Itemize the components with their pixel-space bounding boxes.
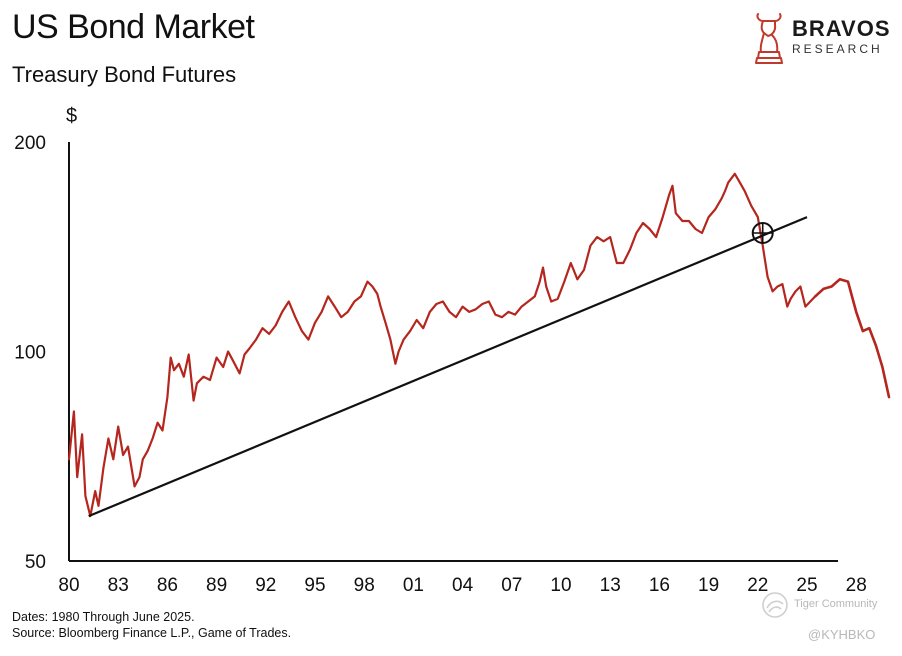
tiger-logo-icon <box>762 592 788 618</box>
projection-series-line <box>813 277 891 399</box>
x-tick-label: 80 <box>58 575 79 596</box>
footer-dates: Dates: 1980 Through June 2025. <box>12 610 195 624</box>
x-tick-label: 86 <box>157 575 178 596</box>
price-series-line <box>67 172 817 518</box>
y-tick-label: 50 <box>25 552 46 573</box>
x-tick-label: 22 <box>747 575 768 596</box>
x-tick-label: 89 <box>206 575 227 596</box>
x-tick-label: 98 <box>354 575 375 596</box>
x-tick-label: 16 <box>649 575 670 596</box>
y-tick-label: 200 <box>14 133 46 154</box>
y-tick-label: 100 <box>14 343 46 364</box>
x-tick-label: 01 <box>403 575 424 596</box>
y-axis-label: $ <box>66 105 77 127</box>
brand-logo: BRAVOS RESEARCH <box>752 8 892 66</box>
brand-name: BRAVOS <box>792 16 891 41</box>
chart-subtitle: Treasury Bond Futures <box>12 62 237 87</box>
breakdown-marker <box>751 222 774 245</box>
x-tick-label: 28 <box>846 575 867 596</box>
x-tick-label: 92 <box>255 575 276 596</box>
support-trendline <box>88 216 808 518</box>
tiger-community-watermark: Tiger Community <box>760 590 900 620</box>
brand-sub: RESEARCH <box>792 42 883 56</box>
x-tick-label: 04 <box>452 575 474 596</box>
x-tick-label: 19 <box>698 575 719 596</box>
tiger-community-text: Tiger Community <box>794 598 878 610</box>
bond-futures-chart: $ 50 100 200 80 83 86 89 92 95 98 01 04 07 10 13 16 19 2… <box>14 105 891 596</box>
x-tick-label: 83 <box>108 575 129 596</box>
x-tick-label: 25 <box>796 575 817 596</box>
x-tick-label: 95 <box>304 575 325 596</box>
handle-watermark: @KYHBKO <box>808 627 876 642</box>
x-tick-label: 13 <box>600 575 621 596</box>
x-tick-label: 10 <box>550 575 571 596</box>
chart-title: US Bond Market <box>12 8 255 46</box>
x-tick-label: 07 <box>501 575 522 596</box>
footer-source: Source: Bloomberg Finance L.P., Game of … <box>12 626 292 640</box>
bull-knight-icon <box>755 13 783 64</box>
